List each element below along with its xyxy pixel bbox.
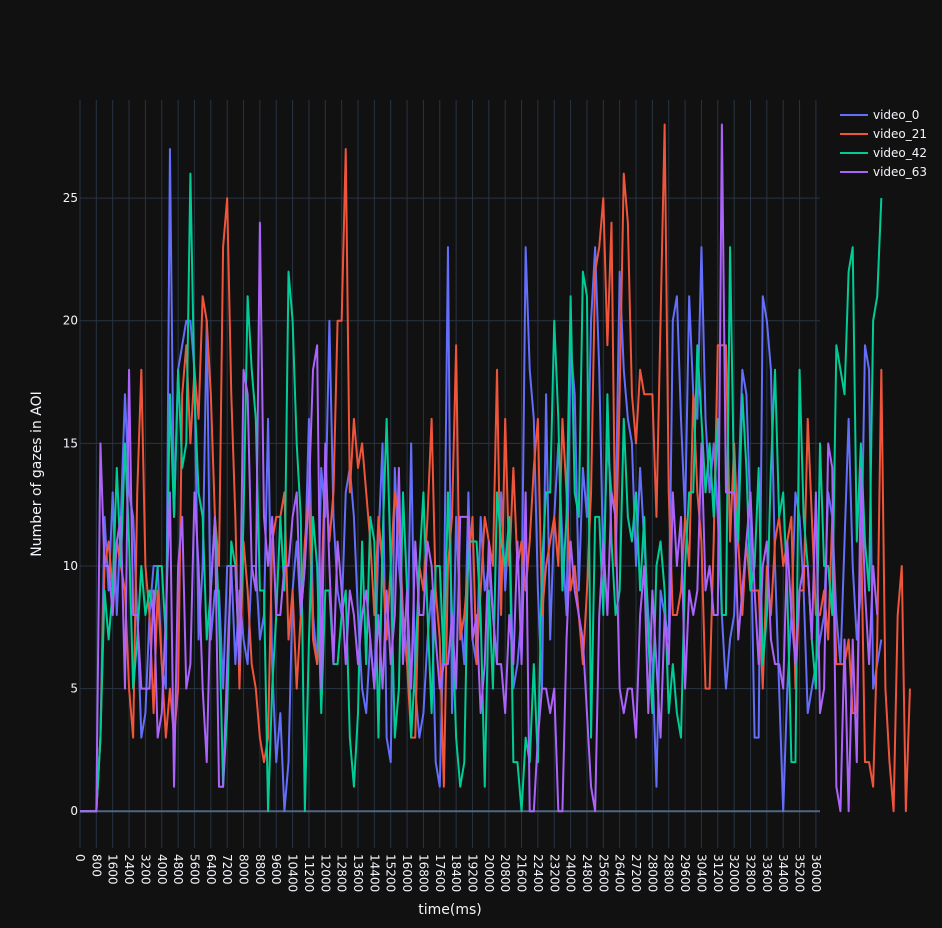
x-axis-tick-labels: 0 800 1600 2400 3200 4000 4800 5600 6400 7200 8000… — [73, 854, 823, 892]
x-tick-label: 23200 — [547, 854, 561, 892]
x-tick-label: 20000 — [482, 854, 496, 892]
x-tick-label: 15200 — [384, 854, 398, 892]
legend-label: video_0 — [873, 108, 919, 122]
x-tick-label: 6400 — [204, 854, 218, 885]
x-tick-label: 16800 — [416, 854, 430, 892]
legend-label: video_63 — [873, 165, 927, 179]
x-tick-label: 12000 — [318, 854, 332, 892]
legend-label: video_21 — [873, 127, 927, 141]
x-tick-label: 24000 — [564, 854, 578, 892]
x-tick-label: 20800 — [498, 854, 512, 892]
x-tick-label: 33600 — [760, 854, 774, 892]
x-tick-label: 19200 — [465, 854, 479, 892]
legend-item-video-0[interactable]: video_0 — [840, 108, 919, 122]
y-tick-label: 10 — [63, 559, 78, 573]
x-tick-label: 29600 — [678, 854, 692, 892]
series-lines — [80, 123, 911, 813]
x-tick-label: 3200 — [138, 854, 152, 885]
x-tick-label: 16000 — [400, 854, 414, 892]
x-tick-label: 27200 — [629, 854, 643, 892]
x-tick-label: 21600 — [515, 854, 529, 892]
x-tick-label: 28800 — [662, 854, 676, 892]
x-tick-label: 35200 — [793, 854, 807, 892]
x-tick-label: 0 — [73, 854, 87, 862]
series-line-video-21 — [80, 123, 911, 813]
y-axis-tick-labels: 0 5 10 15 20 25 — [63, 191, 78, 818]
x-tick-label: 31200 — [711, 854, 725, 892]
x-tick-label: 22400 — [531, 854, 545, 892]
x-tick-label: 24800 — [580, 854, 594, 892]
x-tick-label: 7200 — [220, 854, 234, 885]
x-tick-label: 28000 — [645, 854, 659, 892]
series-line-video-0 — [80, 148, 883, 813]
legend-item-video-42[interactable]: video_42 — [840, 146, 927, 160]
legend-item-video-63[interactable]: video_63 — [840, 165, 927, 179]
x-tick-label: 26400 — [613, 854, 627, 892]
legend-item-video-21[interactable]: video_21 — [840, 127, 927, 141]
x-tick-label: 5600 — [187, 854, 201, 885]
x-tick-label: 2400 — [122, 854, 136, 885]
legend-label: video_42 — [873, 146, 927, 160]
y-tick-label: 25 — [63, 191, 78, 205]
x-tick-label: 32800 — [743, 854, 757, 892]
x-tick-label: 25600 — [596, 854, 610, 892]
x-tick-label: 4800 — [171, 854, 185, 885]
x-tick-label: 800 — [89, 854, 103, 877]
x-tick-label: 12800 — [335, 854, 349, 892]
x-tick-label: 8000 — [237, 854, 251, 885]
x-tick-label: 11200 — [302, 854, 316, 892]
x-tick-label: 17600 — [433, 854, 447, 892]
x-tick-label: 34400 — [776, 854, 790, 892]
y-tick-label: 0 — [70, 804, 78, 818]
y-tick-label: 15 — [63, 436, 78, 450]
legend[interactable]: video_0 video_21 video_42 video_63 — [840, 108, 927, 179]
x-tick-label: 1600 — [106, 854, 120, 885]
x-axis-title: time(ms) — [418, 902, 482, 918]
x-tick-label: 13600 — [351, 854, 365, 892]
x-tick-label: 18400 — [449, 854, 463, 892]
x-tick-label: 10400 — [286, 854, 300, 892]
y-tick-label: 20 — [63, 314, 78, 328]
x-tick-label: 30400 — [694, 854, 708, 892]
x-tick-label: 8800 — [253, 854, 267, 885]
x-tick-label: 9600 — [269, 854, 283, 885]
y-axis-title: Number of gazes in AOI — [29, 391, 45, 557]
series-line-video-63 — [80, 123, 879, 813]
x-tick-label: 32000 — [727, 854, 741, 892]
x-tick-label: 36000 — [809, 854, 823, 892]
x-tick-label: 4000 — [155, 854, 169, 885]
y-tick-label: 5 — [70, 682, 78, 696]
x-tick-label: 14400 — [367, 854, 381, 892]
